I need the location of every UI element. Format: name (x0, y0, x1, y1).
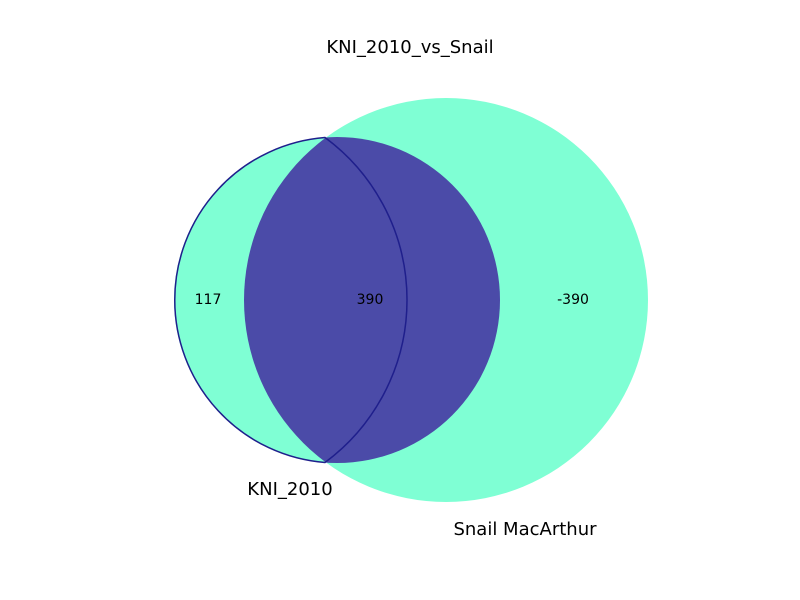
intersection-outline (174, 136, 408, 464)
set-label-knI-2010: KNI_2010 (247, 479, 332, 500)
set-label-snail-macarthur: Snail MacArthur (453, 519, 597, 540)
right-only-count: -390 (557, 292, 589, 308)
diagram-title: KNI_2010_vs_Snail (326, 37, 493, 58)
left-only-count: 117 (195, 292, 222, 308)
intersection-region (244, 137, 500, 463)
intersection-count: 390 (357, 292, 384, 308)
